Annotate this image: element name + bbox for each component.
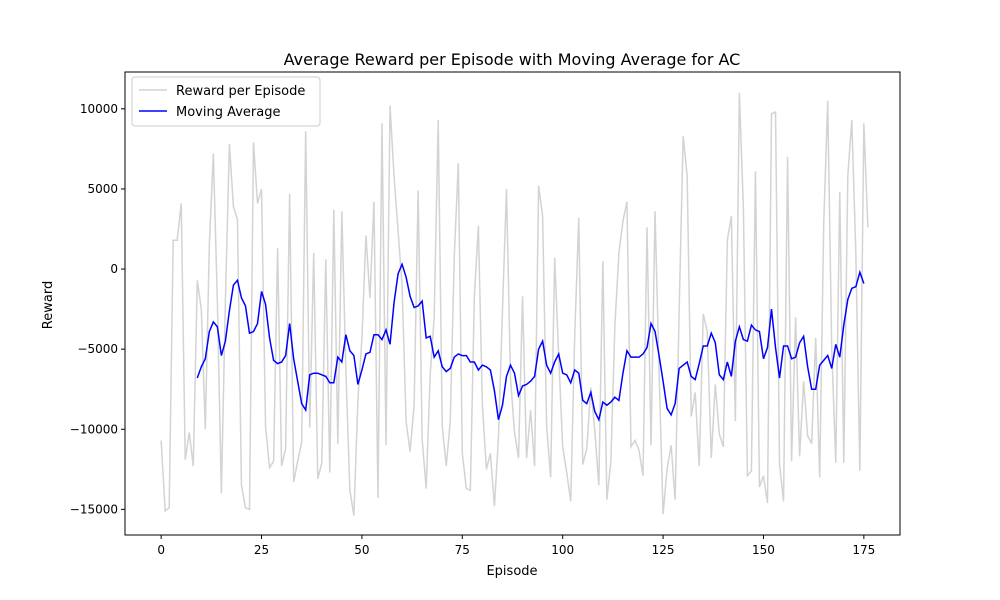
y-tick-label: −15000 <box>70 502 118 516</box>
x-tick-label: 50 <box>354 543 369 557</box>
y-tick-label: 0 <box>110 262 118 276</box>
y-axis-ticks: −15000 −10000 −5000 0 5000 10000 <box>70 102 125 516</box>
x-axis-label: Episode <box>486 564 537 579</box>
plot-frame <box>124 71 901 536</box>
x-tick-label: 175 <box>852 543 875 557</box>
y-axis-label: Reward <box>41 281 56 329</box>
x-tick-label: 0 <box>157 543 165 557</box>
y-tick-label: −5000 <box>77 342 118 356</box>
legend-label-reward-per-episode: Reward per Episode <box>176 84 305 99</box>
y-tick-label: 5000 <box>87 182 118 196</box>
x-tick-label: 75 <box>455 543 470 557</box>
plot-area <box>160 92 869 516</box>
legend: Reward per Episode Moving Average <box>131 76 321 127</box>
series-line-reward-per-episode <box>160 92 869 516</box>
legend-box <box>131 76 321 127</box>
chart-title: Average Reward per Episode with Moving A… <box>284 50 741 69</box>
x-tick-label: 150 <box>752 543 775 557</box>
y-tick-label: −10000 <box>70 422 118 436</box>
x-tick-label: 125 <box>652 543 675 557</box>
x-tick-label: 25 <box>254 543 269 557</box>
x-axis-ticks: 0 25 50 75 100 125 150 175 <box>157 535 875 557</box>
x-tick-label: 100 <box>551 543 574 557</box>
y-tick-label: 10000 <box>80 102 118 116</box>
legend-label-moving-average: Moving Average <box>176 105 280 120</box>
series-line-moving-average <box>196 262 865 422</box>
